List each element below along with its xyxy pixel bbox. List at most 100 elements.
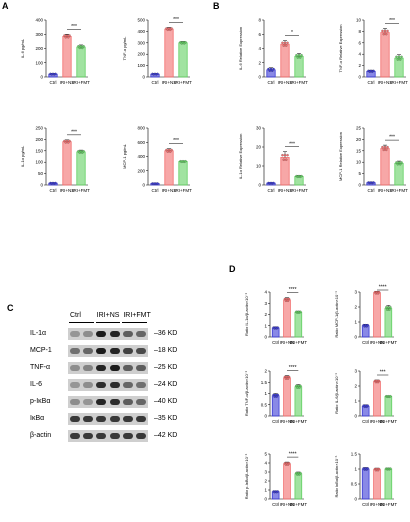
data-point xyxy=(295,53,298,57)
blot-band xyxy=(96,433,107,439)
data-point xyxy=(286,377,290,380)
data-point xyxy=(397,161,401,164)
blot-strip xyxy=(68,430,148,442)
blot-band xyxy=(122,433,134,439)
sig-label: **** xyxy=(289,365,297,371)
data-point xyxy=(299,310,302,313)
bar-IRI+FMT xyxy=(384,308,393,338)
x-tick-label: Ctrl xyxy=(362,340,369,345)
bar-IRI+NS xyxy=(62,141,72,186)
y-axis-label: Ratio TNF-α/β-actin×10⁻¹ xyxy=(244,370,249,416)
y-tick-label: 0 xyxy=(258,183,261,188)
bar-IRI+FMT xyxy=(178,161,188,186)
x-tick-label: Ctrl xyxy=(152,188,159,193)
bar-IRI+NS xyxy=(62,35,72,78)
data-point xyxy=(282,158,285,161)
y-tick-label: 0.5 xyxy=(261,402,268,407)
blot-column-rule xyxy=(95,322,121,323)
blot-column-rule xyxy=(69,322,94,323)
data-point xyxy=(170,148,173,152)
data-point xyxy=(377,379,381,383)
x-tick-label: Ctrl xyxy=(50,188,57,193)
data-point xyxy=(275,395,278,398)
blot-strip xyxy=(68,345,148,357)
data-point xyxy=(169,150,172,153)
bar-Ctrl xyxy=(271,327,280,338)
y-tick-label: 8 xyxy=(258,18,261,23)
sig-label: *** xyxy=(389,18,395,24)
blot-band xyxy=(69,382,80,388)
y-tick-label: 600 xyxy=(137,140,145,145)
bar-IRI+NS xyxy=(283,377,291,417)
blot-band xyxy=(122,348,134,354)
blot-band xyxy=(109,433,120,439)
sig-label: **** xyxy=(289,287,297,293)
data-point xyxy=(299,471,302,475)
blot-band xyxy=(82,331,94,337)
data-point xyxy=(276,326,279,329)
y-tick-label: 3 xyxy=(264,301,267,306)
data-point xyxy=(377,467,381,471)
blot-size-label: –25 KD xyxy=(154,364,178,371)
blot-band xyxy=(96,382,107,388)
x-tick-label: Ctrl xyxy=(268,188,275,193)
bar-IRI+NS xyxy=(280,157,290,186)
panel-label-b: B xyxy=(213,1,220,11)
data-point xyxy=(272,67,275,71)
y-tick-label: 300 xyxy=(35,32,43,37)
data-point xyxy=(396,163,399,166)
data-point xyxy=(381,145,384,149)
y-tick-label: 400 xyxy=(137,154,145,159)
blot-band xyxy=(136,331,147,337)
blot-band xyxy=(82,348,94,354)
x-tick-label: Ctrl xyxy=(272,419,279,424)
data-point xyxy=(281,41,284,44)
y-tick-label: 15 xyxy=(356,148,362,153)
x-tick-label: IRI+NS xyxy=(162,188,177,193)
bar-IRI+NS xyxy=(380,148,390,186)
y-tick-label: 2 xyxy=(354,305,357,310)
panel-label-c: C xyxy=(7,303,14,313)
bar-IRI+NS xyxy=(373,292,381,338)
blot-band xyxy=(136,382,147,388)
data-point xyxy=(156,182,159,185)
y-tick-label: 10 xyxy=(356,160,362,165)
y-tick-label: 2 xyxy=(358,63,361,68)
blot-band xyxy=(69,433,80,439)
bar-Ctrl xyxy=(361,468,370,500)
blot-band xyxy=(109,382,120,388)
x-tick-label: IRI+NS xyxy=(60,188,75,193)
y-tick-label: 0 xyxy=(40,75,43,80)
y-axis-label: MCP-1 pg/mL xyxy=(122,143,127,168)
data-point xyxy=(399,163,402,166)
y-tick-label: 1 xyxy=(264,391,267,396)
blot-band xyxy=(122,382,134,388)
x-tick-label: Ctrl xyxy=(362,502,369,507)
y-tick-label: 0 xyxy=(258,75,261,80)
y-tick-label: 200 xyxy=(35,46,43,51)
blot-band xyxy=(96,365,107,371)
blot-band xyxy=(82,416,94,422)
data-point xyxy=(298,386,301,389)
data-point xyxy=(400,161,403,164)
sig-label: **** xyxy=(379,285,387,291)
y-tick-label: 6 xyxy=(258,32,261,37)
y-axis-label: Ratio p-IκBα/β-actin×10⁻¹ xyxy=(244,453,249,499)
data-point xyxy=(65,34,69,37)
x-tick-label: IRI+FMT xyxy=(380,419,398,424)
data-point xyxy=(170,27,173,30)
y-tick-label: 1 xyxy=(354,320,357,325)
data-point xyxy=(382,32,385,36)
x-tick-label: IRI+FMT xyxy=(290,419,308,424)
x-tick-label: IRI+FMT xyxy=(72,188,90,193)
blot-band xyxy=(96,331,107,337)
sig-label: *** xyxy=(173,138,179,144)
bar-Ctrl xyxy=(271,491,280,500)
y-tick-label: 30 xyxy=(256,126,262,131)
sig-label: *** xyxy=(173,17,179,23)
x-tick-label: IRI+NS xyxy=(280,502,295,507)
y-axis-label: IL-1α Relative Expression xyxy=(238,134,243,180)
bar-IRI+NS xyxy=(373,469,381,500)
